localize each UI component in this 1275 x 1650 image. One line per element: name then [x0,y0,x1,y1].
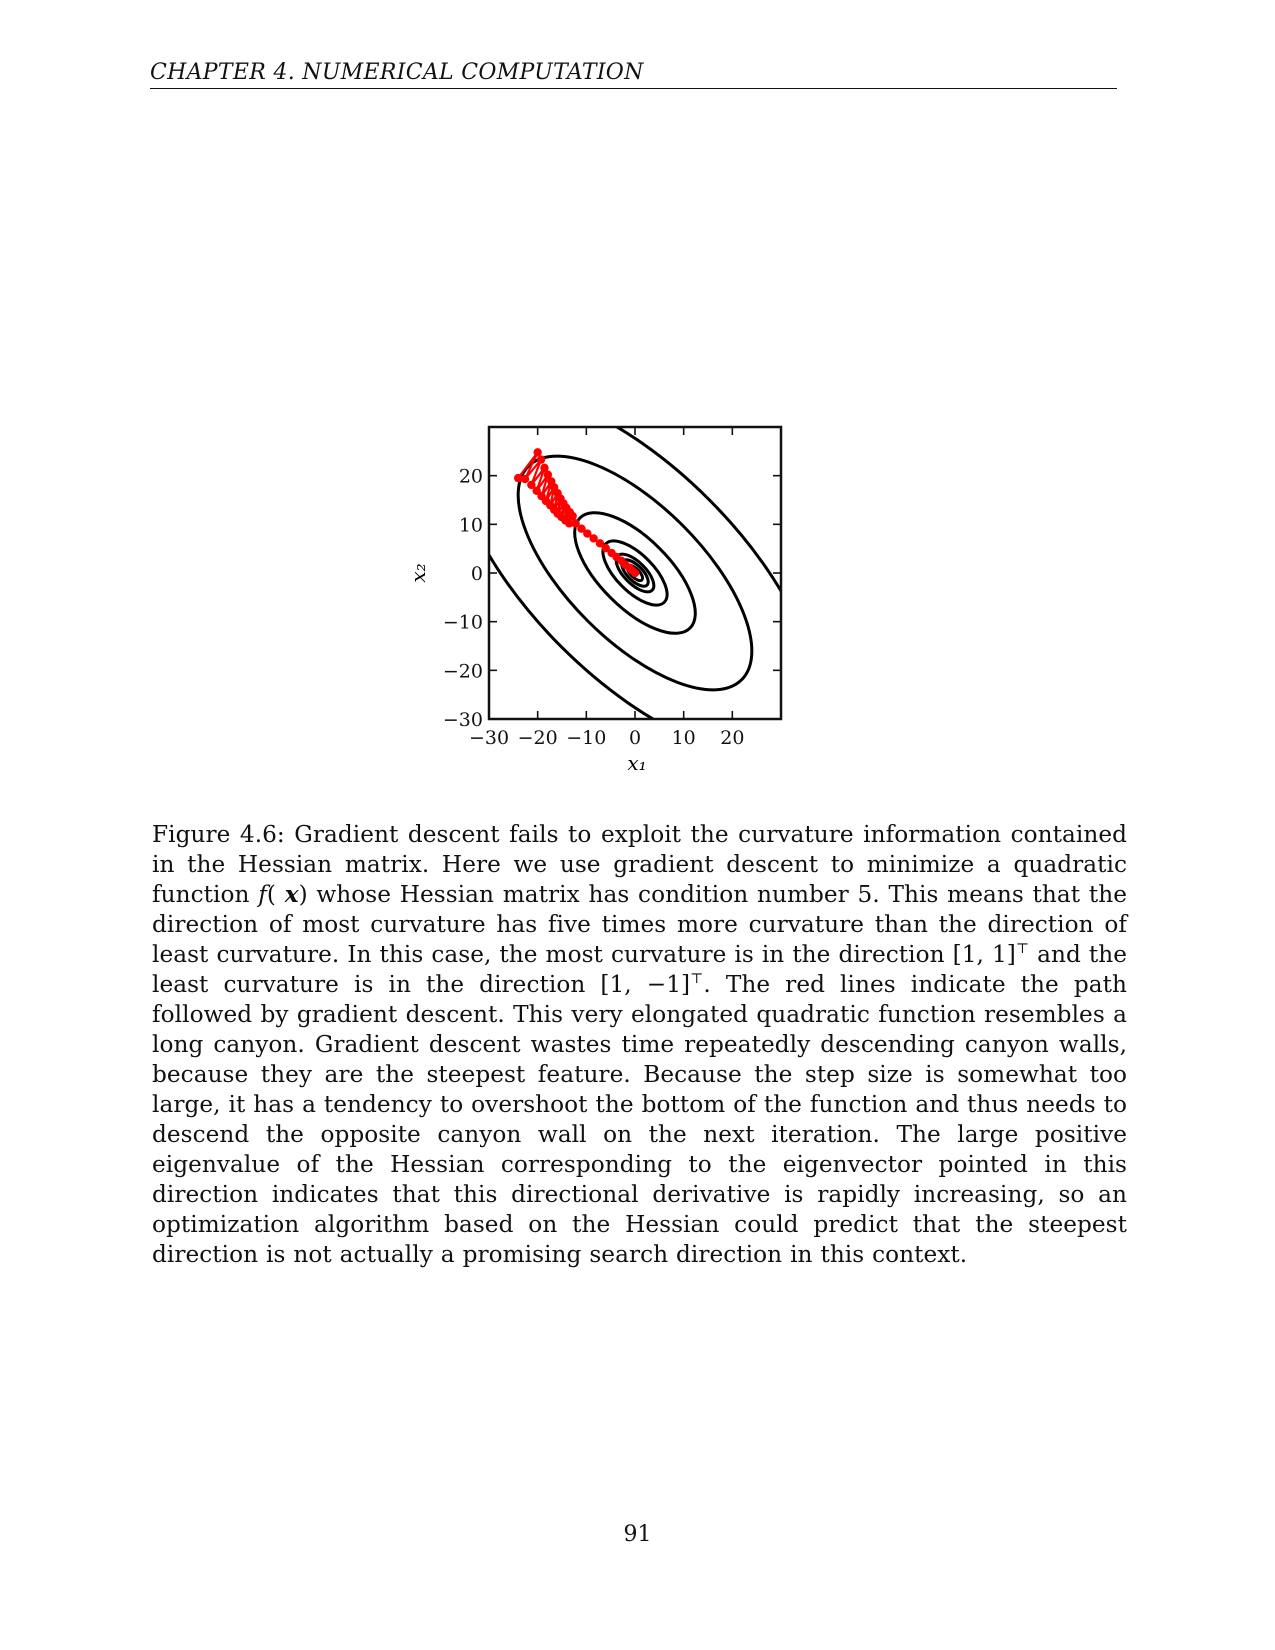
descent-step-point [533,448,542,457]
descent-step-point [565,519,574,528]
descent-step-point [527,480,536,490]
caption-function-f: f [258,881,267,908]
gradient-descent-path [514,448,640,578]
y-tick-label: 10 [459,514,483,536]
y-tick-labels: 20 10 0 −10 −20 −30 [443,466,483,731]
x-tick-label: −20 [518,727,558,749]
caption-vector-x: x [284,881,299,908]
contour-ellipse [573,511,697,635]
x-tick-label: 20 [720,727,744,749]
x-axis-label: x₁ [627,751,646,775]
contour-ellipse [489,427,781,719]
running-head: CHAPTER 4. NUMERICAL COMPUTATION [150,58,1117,89]
caption-part-2: ) whose Hessian matrix has condition num… [152,881,1127,968]
descent-step-point [532,486,541,495]
caption-transpose-1: ⊤ [1015,941,1030,957]
descent-step-point [514,473,523,483]
caption-part-4: . The red lines indicate the path follow… [152,971,1127,1268]
descent-step-point [630,568,640,578]
y-tick-label: −30 [443,709,483,731]
descent-step-point [589,534,598,543]
descent-step-point [536,455,546,464]
descent-step-point [577,524,586,533]
descent-step-point [568,511,577,521]
axis-ticks [488,427,781,720]
descent-step-point [520,474,530,484]
y-tick-label: −20 [443,660,483,682]
x-tick-label: −30 [469,727,509,749]
contour-ellipse [601,539,669,607]
descent-step-point [571,519,580,528]
y-tick-label: −10 [443,612,483,634]
running-head-text: CHAPTER 4. NUMERICAL COMPUTATION [150,60,644,85]
descent-step-point [540,463,549,473]
caption-open-paren: ( [266,881,285,908]
descent-step-point [583,529,592,538]
caption-part-3: and the least curvature is in the direct… [152,941,1127,998]
x-tick-label: 0 [629,727,641,749]
page-number: 91 [623,1522,652,1547]
caption-part-1: Figure 4.6: Gradient descent fails to ex… [152,821,1127,908]
y-axis-label: x₂ [406,563,430,582]
x-tick-labels: −30 −20 −10 0 10 20 [469,727,744,749]
descent-step-point [601,543,610,553]
x-tick-label: −10 [566,727,606,749]
x-tick-label: 10 [672,727,696,749]
y-tick-label: 20 [459,466,483,488]
figure-caption: Figure 4.6: Gradient descent fails to ex… [152,820,1127,1270]
contour-plot: −30 −20 −10 0 10 20 20 10 0 −10 −20 −30 x₁ x₂ [406,425,783,775]
caption-transpose-2: ⊤ [690,971,704,987]
descent-step-point [595,539,605,548]
y-tick-label: 0 [471,563,483,585]
descent-step-point [543,470,553,479]
